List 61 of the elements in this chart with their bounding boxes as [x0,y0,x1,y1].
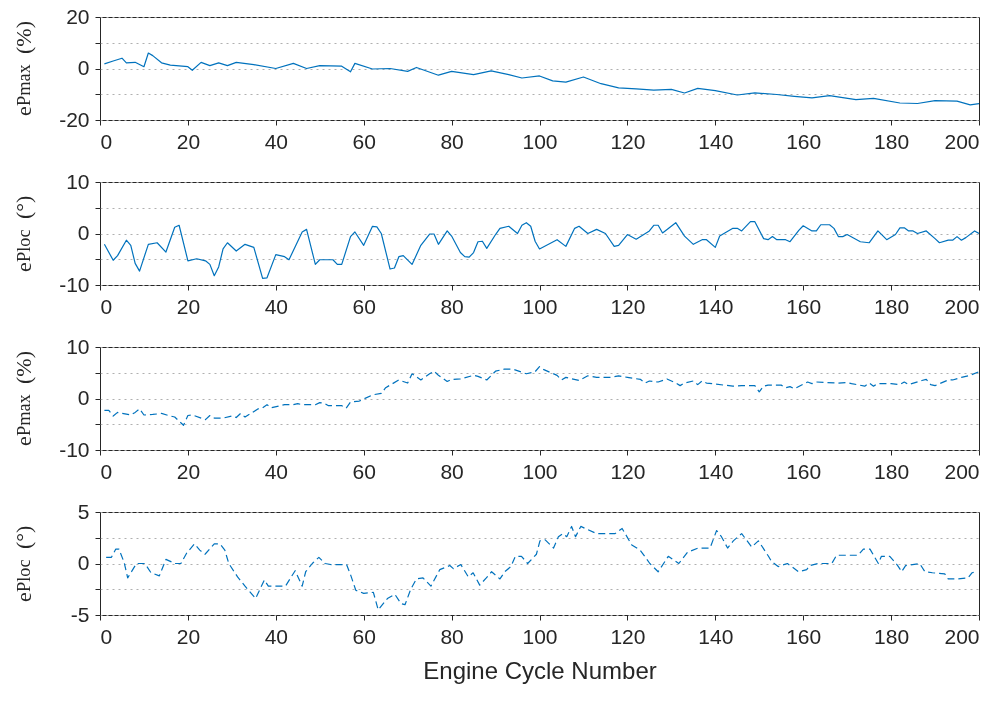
x-tick-label: 40 [264,129,288,153]
x-tick-label: 120 [610,624,646,648]
y-tick-label: 0 [77,386,90,409]
x-tick-label: 100 [522,129,558,153]
x-tick-label: 60 [352,129,376,153]
y-tick-label: 0 [77,56,90,79]
x-tick-label: 40 [264,294,288,318]
y-tick-label: 5 [77,499,90,523]
x-tick-label: 180 [874,624,910,648]
x-tick-label: 100 [522,459,558,483]
y-tick-label: -20 [59,107,90,131]
x-tick-label: 160 [786,459,822,483]
x-tick-label: 180 [874,459,910,483]
line-series [103,221,979,279]
x-tick-label: 160 [786,129,822,153]
x-tick-label: 0 [100,624,113,648]
x-tick-label: 80 [440,459,464,483]
x-tick-label: 20 [176,624,201,648]
y-tick-label: 10 [66,169,90,193]
x-tick-label: 160 [786,294,822,318]
x-tick-label: 120 [610,129,646,153]
x-tick-label: 0 [100,459,113,483]
x-tick-label: 60 [352,624,376,648]
x-tick-label: 160 [786,624,822,648]
y-tick-label: 0 [77,551,90,574]
x-tick-label: 80 [440,624,464,648]
x-tick-label: 140 [698,624,734,648]
x-tick-label: 0 [100,129,113,153]
x-tick-label: 120 [610,459,646,483]
y-tick-label: -10 [59,437,90,461]
x-tick-label: 200 [944,459,980,483]
x-tick-label: 140 [698,129,734,153]
x-tick-label: 200 [944,294,980,318]
x-tick-label: 60 [352,294,376,318]
x-tick-label: 120 [610,294,646,318]
y-tick-label: -10 [59,272,90,296]
x-tick-label: 140 [698,459,734,483]
x-tick-label: 20 [176,459,201,483]
x-tick-label: 20 [176,294,201,318]
x-axis-title: Engine Cycle Number [423,656,657,684]
x-tick-label: 60 [352,459,376,483]
x-tick-label: 200 [944,624,980,648]
line-series [103,52,979,106]
x-tick-label: 140 [698,294,734,318]
x-tick-label: 80 [440,294,464,318]
x-tick-label: 40 [264,624,288,648]
x-tick-label: 200 [944,129,980,153]
x-tick-label: 180 [874,129,910,153]
x-tick-label: 0 [100,294,113,318]
y-tick-label: -5 [70,602,90,626]
x-tick-label: 80 [440,129,464,153]
x-tick-label: 100 [522,624,558,648]
y-tick-label: 10 [66,334,90,358]
x-tick-label: 180 [874,294,910,318]
line-series [105,525,977,611]
y-tick-label: 20 [66,4,90,28]
x-tick-label: 20 [176,129,201,153]
x-tick-label: 100 [522,294,558,318]
y-tick-label: 0 [77,221,90,244]
line-series [103,365,979,426]
x-tick-label: 40 [264,459,288,483]
